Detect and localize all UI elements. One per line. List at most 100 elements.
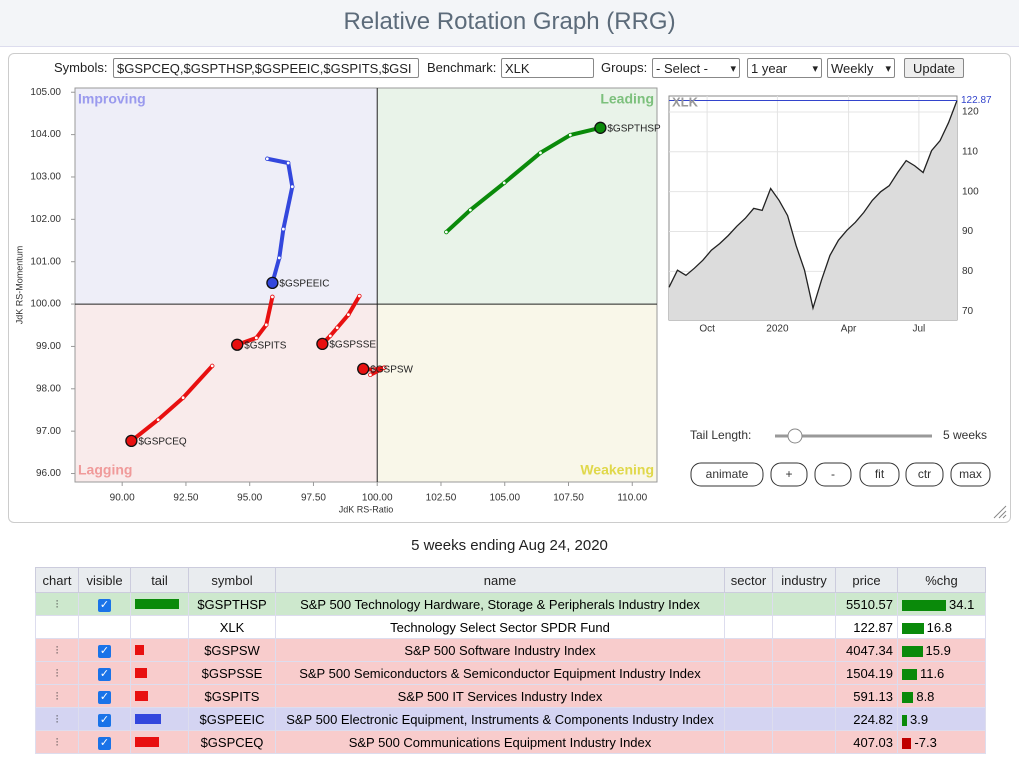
tail-swatch bbox=[135, 737, 160, 747]
name-cell: S&P 500 Technology Hardware, Storage & P… bbox=[275, 592, 725, 616]
y-tick-label: 101.00 bbox=[30, 256, 61, 267]
change-cell: 16.8 bbox=[897, 615, 986, 639]
tail-line bbox=[235, 294, 275, 347]
sector-cell bbox=[724, 661, 773, 685]
x-tick-label: Jul bbox=[912, 324, 925, 335]
rrg-button-label[interactable]: max bbox=[959, 467, 982, 481]
rrg-button[interactable] bbox=[814, 462, 852, 487]
rrg-button[interactable] bbox=[859, 462, 900, 487]
column-header: symbol bbox=[188, 567, 276, 593]
tail-point bbox=[254, 335, 259, 341]
period-select[interactable]: 1 year bbox=[747, 58, 822, 78]
change-value: 15.9 bbox=[925, 642, 951, 658]
benchmark-input[interactable]: XLK bbox=[501, 58, 594, 78]
table-row: ⫶ ✓ $GSPSSE S&P 500 Semiconductors & Semico… bbox=[35, 661, 986, 685]
visible-cell: ✓ bbox=[78, 707, 131, 731]
visible-checkbox[interactable]: ✓ bbox=[98, 598, 111, 612]
tail-swatch bbox=[135, 714, 161, 724]
tail-head bbox=[125, 434, 138, 448]
rrg-button[interactable] bbox=[950, 462, 991, 487]
tail-point bbox=[468, 207, 473, 213]
page-title: Relative Rotation Graph (RRG) bbox=[0, 0, 1019, 47]
tail-point bbox=[180, 395, 186, 400]
column-header: tail bbox=[130, 567, 189, 593]
symbols-input[interactable]: $GSPCEQ,$GSPTHSP,$GSPEEIC,$GSPITS,$GSI bbox=[113, 58, 419, 78]
chart-cell: ⫶ bbox=[35, 684, 79, 708]
rrg-button-label[interactable]: animate bbox=[706, 467, 749, 481]
y-tick-label: 100 bbox=[962, 186, 979, 197]
table-row: ⫶ ✓ $GSPEEIC S&P 500 Electronic Equipment, … bbox=[35, 707, 986, 731]
tail-point bbox=[264, 322, 269, 328]
sector-cell bbox=[724, 684, 773, 708]
x-tick-label: Apr bbox=[841, 324, 857, 335]
price-cell: 122.87 bbox=[835, 615, 898, 639]
tail-point bbox=[538, 150, 543, 156]
chart-icon[interactable]: ⫶ bbox=[55, 714, 59, 726]
y-tick-label: 102.00 bbox=[30, 214, 61, 225]
rrg-button-label[interactable]: ctr bbox=[918, 467, 931, 481]
rrg-button[interactable] bbox=[770, 462, 808, 487]
chart-icon[interactable]: ⫶ bbox=[55, 668, 59, 680]
change-value: 11.6 bbox=[919, 665, 945, 681]
industry-cell bbox=[772, 592, 836, 616]
sector-cell bbox=[724, 638, 773, 662]
name-cell: S&P 500 Semiconductors & Semiconductor E… bbox=[275, 661, 725, 685]
sector-cell bbox=[724, 615, 773, 639]
slider-knob[interactable] bbox=[787, 428, 803, 444]
rrg-button-label[interactable]: fit bbox=[875, 467, 885, 481]
chart-cell: ⫶ bbox=[35, 730, 79, 754]
name-cell: S&P 500 Software Industry Index bbox=[275, 638, 725, 662]
chart-icon[interactable]: ⫶ bbox=[55, 691, 59, 703]
y-tick-label: 97.00 bbox=[36, 426, 61, 437]
groups-select[interactable]: - Select - bbox=[652, 58, 740, 78]
y-tick-label: 120 bbox=[962, 107, 979, 118]
change-bar bbox=[902, 668, 917, 680]
sector-cell bbox=[724, 592, 773, 616]
change-cell: 15.9 bbox=[897, 638, 986, 662]
visible-cell: ✓ bbox=[78, 592, 131, 616]
industry-cell bbox=[772, 730, 836, 754]
column-header: name bbox=[275, 567, 725, 593]
change-bar bbox=[902, 737, 912, 749]
change-bar bbox=[902, 645, 923, 657]
industry-cell bbox=[772, 661, 836, 685]
quadrant-label: Improving bbox=[78, 91, 146, 107]
x-tick-label: 100.00 bbox=[362, 493, 393, 504]
y-tick-label: 90 bbox=[962, 226, 974, 237]
visible-cell: ✓ bbox=[78, 638, 131, 662]
tail-swatch bbox=[135, 668, 148, 678]
visible-checkbox[interactable]: ✓ bbox=[98, 736, 111, 750]
change-value: 8.8 bbox=[916, 688, 935, 704]
column-header: %chg bbox=[897, 567, 986, 593]
chart-cell: ⫶ bbox=[35, 592, 79, 616]
frequency-select[interactable]: Weekly bbox=[827, 58, 895, 78]
rrg-button[interactable] bbox=[690, 462, 764, 487]
symbol-cell: $GSPCEQ bbox=[188, 730, 276, 754]
tail-point bbox=[277, 255, 282, 261]
resize-handle bbox=[993, 505, 1007, 519]
tail-point bbox=[281, 226, 286, 232]
rrg-button[interactable] bbox=[905, 462, 944, 487]
rrg-button-label[interactable]: + bbox=[785, 467, 792, 481]
symbol-cell: XLK bbox=[188, 615, 276, 639]
tail-point bbox=[290, 184, 295, 189]
visible-checkbox[interactable]: ✓ bbox=[98, 667, 111, 681]
name-cell: S&P 500 IT Services Industry Index bbox=[275, 684, 725, 708]
visible-checkbox[interactable]: ✓ bbox=[98, 690, 111, 704]
change-cell: -7.3 bbox=[897, 730, 986, 754]
chart-icon[interactable]: ⫶ bbox=[55, 737, 59, 749]
price-cell: 5510.57 bbox=[835, 592, 898, 616]
visible-checkbox[interactable]: ✓ bbox=[98, 644, 111, 658]
chart-icon[interactable]: ⫶ bbox=[55, 599, 59, 611]
price-cell: 224.82 bbox=[835, 707, 898, 731]
rrg-button-label[interactable]: - bbox=[831, 467, 835, 481]
update-button[interactable]: Update bbox=[904, 58, 964, 78]
chart-icon[interactable]: ⫶ bbox=[55, 645, 59, 657]
visible-checkbox[interactable]: ✓ bbox=[98, 713, 111, 727]
quadrant-label: Leading bbox=[600, 91, 654, 107]
change-value: 34.1 bbox=[949, 596, 975, 612]
name-cell: S&P 500 Electronic Equipment, Instrument… bbox=[275, 707, 725, 731]
tail-point bbox=[286, 160, 291, 166]
industry-cell bbox=[772, 684, 836, 708]
chart-cell: ⫶ bbox=[35, 638, 79, 662]
